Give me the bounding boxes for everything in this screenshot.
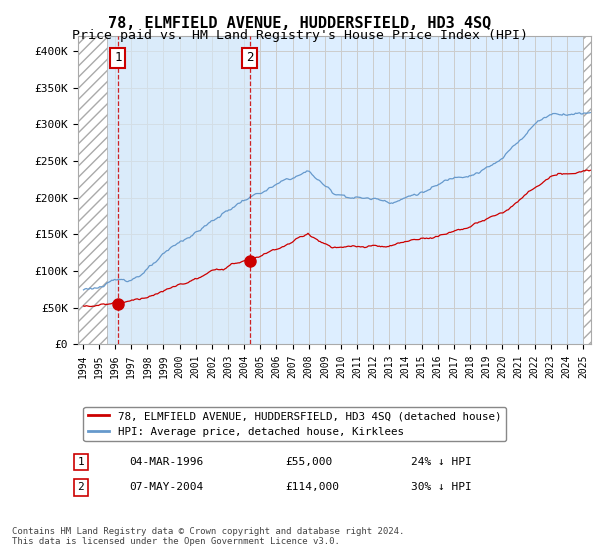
Text: Contains HM Land Registry data © Crown copyright and database right 2024.
This d: Contains HM Land Registry data © Crown c… [12, 526, 404, 546]
Text: £114,000: £114,000 [285, 482, 339, 492]
Text: 07-MAY-2004: 07-MAY-2004 [129, 482, 203, 492]
Text: 1: 1 [114, 52, 122, 64]
Text: 78, ELMFIELD AVENUE, HUDDERSFIELD, HD3 4SQ: 78, ELMFIELD AVENUE, HUDDERSFIELD, HD3 4… [109, 16, 491, 31]
Text: 24% ↓ HPI: 24% ↓ HPI [411, 457, 472, 467]
Text: 2: 2 [77, 482, 85, 492]
Legend: 78, ELMFIELD AVENUE, HUDDERSFIELD, HD3 4SQ (detached house), HPI: Average price,: 78, ELMFIELD AVENUE, HUDDERSFIELD, HD3 4… [83, 407, 506, 441]
Bar [78, 36, 107, 344]
Text: 04-MAR-1996: 04-MAR-1996 [129, 457, 203, 467]
Text: Price paid vs. HM Land Registry's House Price Index (HPI): Price paid vs. HM Land Registry's House … [72, 29, 528, 42]
Text: 2: 2 [246, 52, 254, 64]
Bar [107, 36, 252, 344]
Text: £55,000: £55,000 [285, 457, 332, 467]
Bar [583, 36, 591, 344]
Text: 1: 1 [77, 457, 85, 467]
Text: 30% ↓ HPI: 30% ↓ HPI [411, 482, 472, 492]
